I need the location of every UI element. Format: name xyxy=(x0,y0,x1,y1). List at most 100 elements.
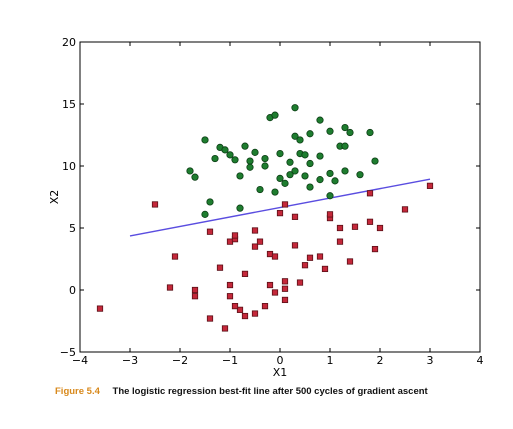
data-point-circle xyxy=(271,111,279,119)
x-tick-label: −2 xyxy=(172,354,188,367)
x-tick-label: −1 xyxy=(222,354,238,367)
data-point-square xyxy=(291,242,299,249)
data-point-circle xyxy=(241,142,249,150)
data-point-circle xyxy=(221,146,229,154)
figure-caption: Figure 5.4 The logistic regression best-… xyxy=(55,386,428,397)
data-point-square xyxy=(266,250,274,258)
data-point-square xyxy=(226,281,234,289)
data-point-circle xyxy=(201,136,209,144)
data-point-circle xyxy=(281,179,289,187)
data-point-circle xyxy=(291,104,299,112)
best-fit-line xyxy=(129,178,431,237)
data-point-square xyxy=(96,305,104,312)
data-point-square xyxy=(151,201,159,208)
data-point-square xyxy=(231,232,239,239)
data-point-square xyxy=(401,206,409,213)
data-point-circle xyxy=(236,172,244,180)
data-point-square xyxy=(296,279,304,286)
data-point-circle xyxy=(226,151,234,159)
data-point-square xyxy=(276,210,284,217)
data-point-square xyxy=(231,303,239,310)
data-point-square xyxy=(326,211,334,218)
data-point-square xyxy=(221,325,229,332)
data-point-circle xyxy=(326,192,334,200)
data-point-square xyxy=(306,254,314,261)
data-point-square xyxy=(256,238,264,245)
data-point-square xyxy=(336,238,344,245)
data-point-square xyxy=(321,265,329,273)
data-point-square xyxy=(271,289,279,296)
y-tick-label: 20 xyxy=(62,36,76,49)
data-point-circle xyxy=(356,171,364,179)
data-point-square xyxy=(376,224,384,232)
y-tick-label: 15 xyxy=(62,98,76,111)
plot-area: −4 −3 −2 −1 0 1 2 3 4 −5 0 5 10 15 20 X1 X2 xyxy=(48,36,484,379)
data-point-square xyxy=(236,306,244,313)
data-point-square xyxy=(281,296,289,304)
data-point-square xyxy=(226,238,234,245)
data-point-square xyxy=(371,245,379,253)
scatter-plot: −4 −3 −2 −1 0 1 2 3 4 −5 0 5 10 15 20 X1 X2 xyxy=(48,36,484,379)
data-point-square xyxy=(226,293,234,300)
data-point-square xyxy=(281,285,289,292)
data-point-circle xyxy=(191,173,199,181)
data-point-square xyxy=(316,253,324,260)
x-tick-label: −3 xyxy=(122,354,138,367)
data-point-circle xyxy=(251,148,259,156)
data-point-circle xyxy=(271,188,279,196)
data-point-square xyxy=(241,270,249,277)
data-point-circle xyxy=(206,198,214,206)
data-point-square xyxy=(366,218,374,225)
data-point-circle xyxy=(301,172,309,180)
plot-frame xyxy=(79,41,481,353)
data-point-square xyxy=(251,310,259,317)
data-point-square xyxy=(346,258,354,265)
data-point-circle xyxy=(246,163,254,171)
data-point-circle xyxy=(276,150,284,158)
data-point-square xyxy=(351,223,359,230)
data-point-square xyxy=(281,278,289,285)
data-point-circle xyxy=(291,167,299,175)
data-point-circle xyxy=(316,176,324,184)
data-point-circle xyxy=(201,210,209,218)
data-point-square xyxy=(171,253,179,260)
data-point-square xyxy=(216,264,224,271)
data-point-circle xyxy=(286,158,294,166)
data-point-circle xyxy=(306,130,314,138)
data-point-square xyxy=(241,312,249,320)
y-tick-label: 10 xyxy=(62,160,76,173)
y-tick-label: 5 xyxy=(69,222,76,235)
x-tick-label: −4 xyxy=(72,354,88,367)
x-tick-label: 0 xyxy=(277,354,284,367)
x-tick-label: 2 xyxy=(377,354,384,367)
x-axis-label: X1 xyxy=(273,366,288,379)
data-point-square xyxy=(166,284,174,291)
data-point-square xyxy=(336,224,344,232)
data-point-circle xyxy=(341,142,349,150)
data-point-square xyxy=(191,293,199,300)
x-tick-label: 3 xyxy=(427,354,434,367)
data-point-circle xyxy=(306,183,314,191)
data-point-square xyxy=(301,262,309,269)
data-point-circle xyxy=(331,177,339,185)
figure-number: Figure 5.4 xyxy=(55,386,100,397)
data-point-circle xyxy=(256,185,264,194)
data-point-circle xyxy=(326,127,334,135)
data-point-circle xyxy=(301,151,309,159)
data-point-square xyxy=(206,315,214,322)
data-point-circle xyxy=(316,152,324,160)
data-point-circle xyxy=(261,154,269,163)
data-point-circle xyxy=(286,171,294,179)
data-point-circle xyxy=(236,204,244,212)
data-point-circle xyxy=(186,167,194,175)
data-point-square xyxy=(366,190,374,197)
data-point-square xyxy=(251,243,259,250)
data-point-circle xyxy=(296,136,304,144)
data-point-square xyxy=(271,253,279,260)
data-point-circle xyxy=(371,157,379,165)
data-point-circle xyxy=(366,128,374,137)
data-point-circle xyxy=(231,156,239,164)
y-tick-label: 0 xyxy=(69,284,76,297)
data-point-square xyxy=(191,286,199,294)
